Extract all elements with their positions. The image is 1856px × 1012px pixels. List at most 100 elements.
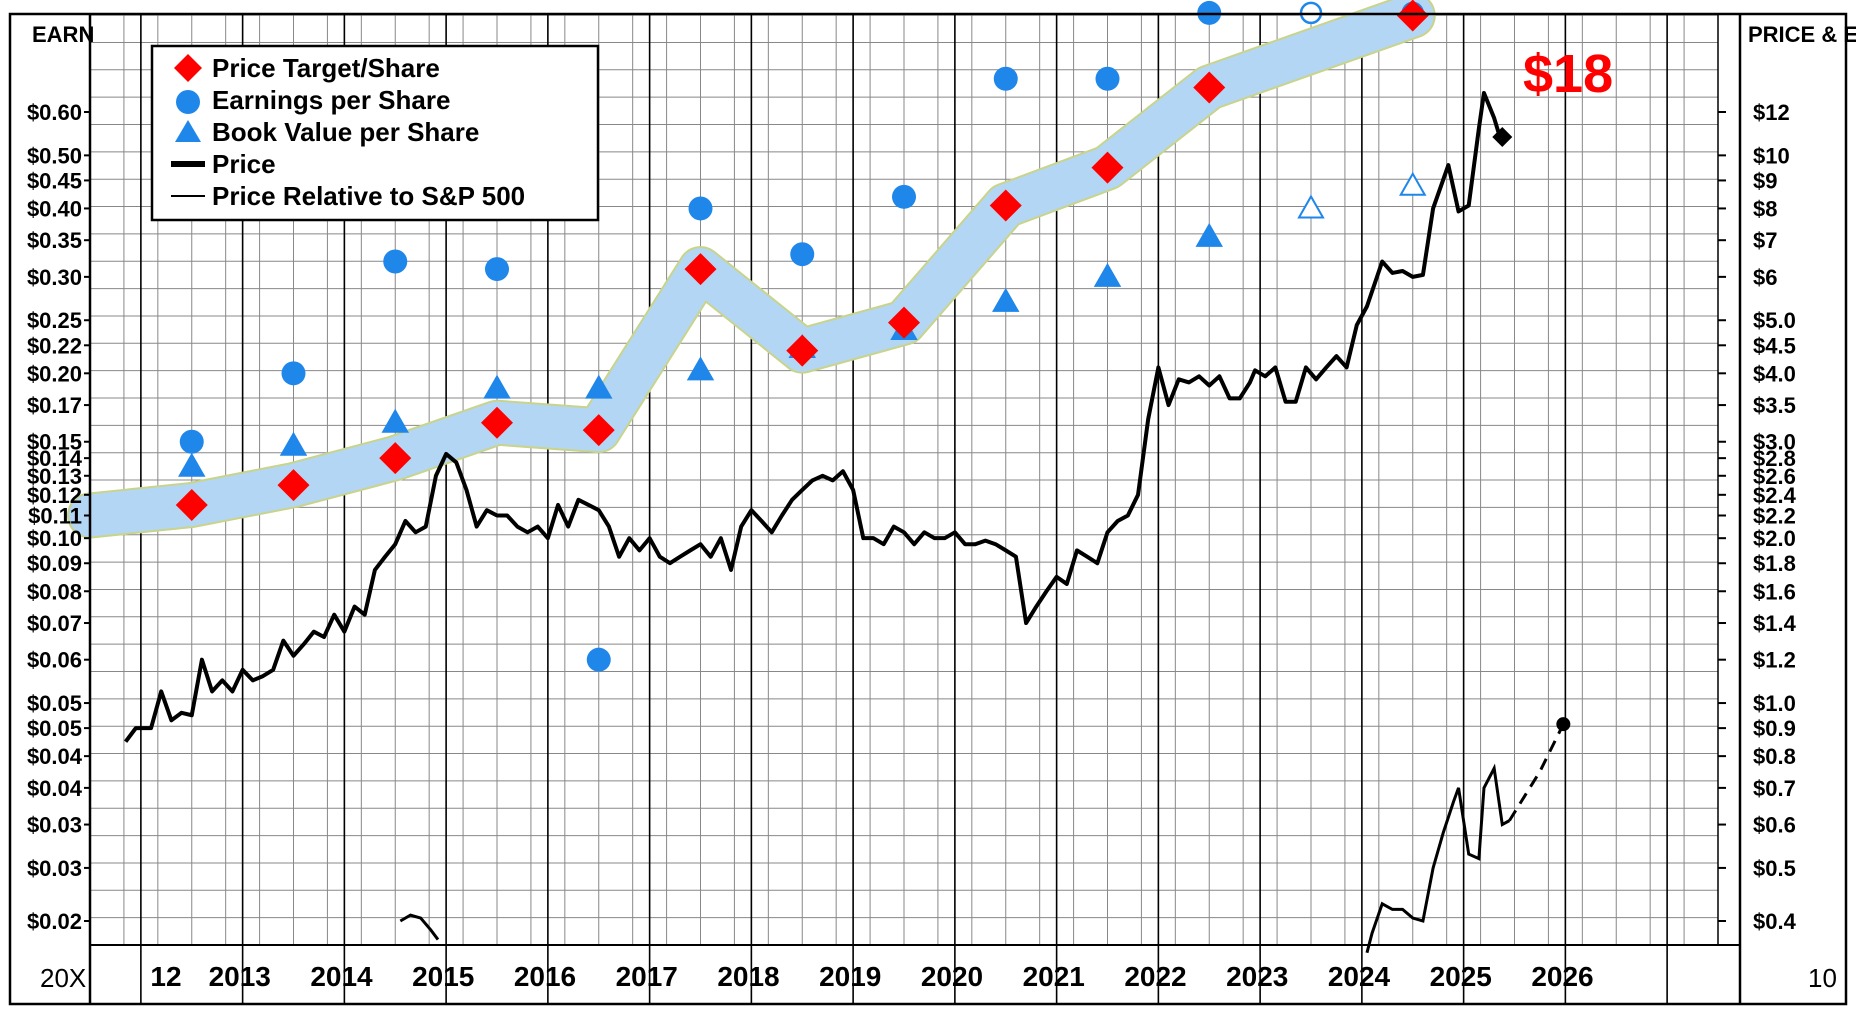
price-line <box>124 90 1502 743</box>
x-tick-label: 2021 <box>1023 961 1085 992</box>
legend-label: Book Value per Share <box>212 117 479 147</box>
right-tick-label: $0.6 <box>1753 813 1796 838</box>
left-tick-label: $0.25 <box>27 308 82 333</box>
x-tick-label: 2015 <box>412 961 474 992</box>
right-tick-label: $4.0 <box>1753 361 1796 386</box>
book-value-point <box>178 452 206 477</box>
right-axis-labels: $12$10$9$8$7$6$5.0$4.5$4.0$3.5$3.0$2.8$2… <box>1718 100 1797 934</box>
x-tick-label: 2018 <box>717 961 779 992</box>
right-tick-label: $4.5 <box>1753 333 1796 358</box>
left-tick-label: $0.06 <box>27 648 82 673</box>
legend-label: Price Relative to S&P 500 <box>212 181 525 211</box>
right-tick-label: $0.7 <box>1753 776 1796 801</box>
book-value-point <box>381 408 409 433</box>
eps-point <box>790 242 815 267</box>
price-series <box>124 90 1513 743</box>
right-tick-label: $1.2 <box>1753 648 1796 673</box>
x-axis-labels: 12 2013 2014 2015 2016 2017 2018 2019 2020 2021 20… <box>150 961 1593 992</box>
price-target-point <box>379 442 412 475</box>
x-tick-label: 2026 <box>1531 961 1593 992</box>
book-value-point <box>585 374 613 399</box>
left-tick-label: $0.04 <box>27 744 83 769</box>
legend-marker-circle <box>176 90 200 114</box>
price-target-point <box>684 253 717 286</box>
book-value-estimate-point <box>1399 171 1427 196</box>
book-value-point <box>992 287 1020 312</box>
right-tick-label: $2.2 <box>1753 504 1796 529</box>
eps-series <box>179 0 1424 672</box>
right-tick-label: $5.0 <box>1753 308 1796 333</box>
left-tick-label: $0.40 <box>27 196 82 221</box>
left-tick-label: $0.17 <box>27 393 82 418</box>
legend-label: Price Target/Share <box>212 53 440 83</box>
x-tick-label: 12 <box>150 961 181 992</box>
target-price-label: $18 <box>1523 44 1613 104</box>
x-tick-label: 2014 <box>310 961 373 992</box>
corner-right-label: 10 <box>1808 963 1837 993</box>
left-tick-label: $0.05 <box>27 716 82 741</box>
left-tick-label: $0.07 <box>27 611 82 636</box>
legend-label: Earnings per Share <box>212 85 450 115</box>
left-tick-label: $0.11 <box>28 504 82 529</box>
eps-point <box>1095 66 1120 91</box>
price-target-point <box>1193 71 1226 104</box>
right-tick-label: $7 <box>1753 228 1777 253</box>
x-tick-label: 2016 <box>514 961 576 992</box>
relative-line <box>1365 763 1511 954</box>
right-tick-label: $0.5 <box>1753 856 1796 881</box>
left-tick-label: $0.50 <box>27 143 82 168</box>
right-tick-label: $0.8 <box>1753 744 1796 769</box>
x-tick-label: 2023 <box>1226 961 1288 992</box>
right-tick-label: $3.5 <box>1753 393 1796 418</box>
right-tick-label: $0.9 <box>1753 716 1796 741</box>
eps-point <box>586 647 611 672</box>
left-tick-label: $0.45 <box>27 168 82 193</box>
left-tick-label: $0.35 <box>27 228 82 253</box>
left-tick-label: $0.20 <box>27 361 82 386</box>
book-value-point <box>1195 222 1223 247</box>
legend-marker-triangle <box>175 120 201 142</box>
x-tick-label: 2013 <box>209 961 271 992</box>
right-tick-label: $2.8 <box>1753 446 1796 471</box>
left-tick-label: $0.30 <box>27 265 82 290</box>
eps-point <box>179 429 204 454</box>
left-axis-title: EARN <box>32 22 94 47</box>
right-tick-label: $2.4 <box>1753 483 1797 508</box>
right-tick-label: $3.0 <box>1753 430 1796 455</box>
price-target-point <box>277 469 310 502</box>
price-target-point <box>888 306 920 339</box>
left-tick-label: $0.22 <box>27 333 82 358</box>
left-tick-label: $0.08 <box>27 579 82 604</box>
corner-left-label: 20X <box>40 963 86 993</box>
right-tick-label: $6 <box>1753 265 1777 290</box>
left-tick-label: $0.02 <box>27 909 82 934</box>
x-tick-label: 2020 <box>921 961 983 992</box>
left-tick-label: $0.13 <box>27 464 82 489</box>
left-tick-label: $0.14 <box>27 446 83 471</box>
right-tick-label: $9 <box>1753 168 1777 193</box>
legend-label: Price <box>212 149 276 179</box>
relative-to-sp500-series <box>399 717 1571 954</box>
x-tick-label: 2022 <box>1124 961 1186 992</box>
right-axis-title: PRICE & EQUITY <box>1748 22 1856 47</box>
eps-point <box>892 184 916 209</box>
left-tick-label: $0.09 <box>27 551 82 576</box>
right-tick-label: $8 <box>1753 196 1777 221</box>
eps-point <box>485 257 509 282</box>
book-value-point <box>279 431 308 456</box>
book-value-point <box>1093 262 1122 287</box>
price-target-series <box>175 0 1429 521</box>
left-tick-label: $0.03 <box>27 856 82 881</box>
left-axis-labels: $0.60 $0.50$0.45 $0.40 $0.35 $0.30 $0.25$0.22… <box>27 100 90 934</box>
x-tick-label: 2025 <box>1430 961 1492 992</box>
price-target-point <box>175 488 208 521</box>
left-tick-label: $0.15 <box>27 430 82 455</box>
left-tick-label: $0.05 <box>27 691 82 716</box>
price-target-point <box>989 189 1022 222</box>
left-tick-label: $0.12 <box>27 483 82 508</box>
right-tick-label: $2.0 <box>1753 526 1796 551</box>
right-tick-label: $1.8 <box>1753 551 1796 576</box>
eps-point <box>688 196 713 221</box>
